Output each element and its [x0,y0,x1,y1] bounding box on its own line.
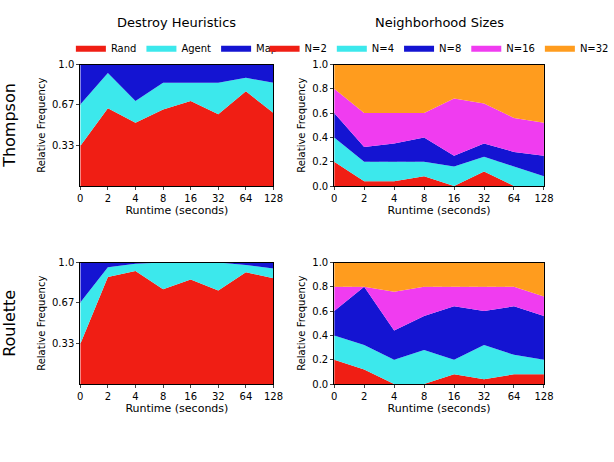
svg-text:Runtime (seconds): Runtime (seconds) [125,402,228,415]
svg-text:Destroy Heuristics: Destroy Heuristics [117,15,236,30]
svg-text:64: 64 [240,391,253,402]
svg-text:0: 0 [77,193,83,204]
svg-text:1.0: 1.0 [58,59,74,70]
svg-text:16: 16 [184,391,197,402]
svg-text:N=16: N=16 [506,43,535,54]
svg-text:4: 4 [391,391,397,402]
svg-text:4: 4 [132,193,138,204]
svg-text:N=4: N=4 [372,43,394,54]
svg-text:2: 2 [361,391,367,402]
svg-text:Thompson: Thompson [0,83,19,168]
svg-text:Rand: Rand [111,43,137,54]
svg-text:32: 32 [478,391,491,402]
svg-text:Map: Map [256,42,278,54]
svg-text:0.0: 0.0 [312,181,328,192]
svg-text:64: 64 [240,193,253,204]
svg-text:32: 32 [212,391,225,402]
svg-text:0.0: 0.0 [312,379,328,390]
svg-text:0: 0 [77,391,83,402]
svg-text:8: 8 [160,193,166,204]
svg-text:32: 32 [478,193,491,204]
svg-text:Neighborhood Sizes: Neighborhood Sizes [375,15,504,30]
svg-text:128: 128 [264,193,283,204]
svg-text:128: 128 [534,193,553,204]
svg-text:0.8: 0.8 [312,281,328,292]
svg-text:8: 8 [421,391,427,402]
svg-text:Roulette: Roulette [0,290,19,357]
svg-text:N=32: N=32 [580,43,609,54]
svg-text:64: 64 [508,391,521,402]
svg-text:N=8: N=8 [439,43,461,54]
svg-text:0.67: 0.67 [52,297,74,308]
svg-text:Relative Frequency: Relative Frequency [296,276,307,371]
svg-text:8: 8 [421,193,427,204]
svg-text:1.0: 1.0 [312,257,328,268]
svg-text:0.33: 0.33 [52,140,74,151]
svg-text:128: 128 [264,391,283,402]
svg-text:Runtime (seconds): Runtime (seconds) [388,204,491,217]
svg-text:0.2: 0.2 [312,354,328,365]
svg-text:0.4: 0.4 [312,132,328,143]
svg-text:Runtime (seconds): Runtime (seconds) [125,204,228,217]
svg-text:1.0: 1.0 [58,257,74,268]
svg-text:2: 2 [105,391,111,402]
svg-text:0.6: 0.6 [312,108,328,119]
svg-text:0: 0 [331,193,337,204]
svg-text:16: 16 [184,193,197,204]
svg-text:2: 2 [105,193,111,204]
svg-text:4: 4 [391,193,397,204]
svg-text:0.33: 0.33 [52,338,74,349]
svg-text:0: 0 [331,391,337,402]
svg-text:0.67: 0.67 [52,99,74,110]
svg-text:4: 4 [132,391,138,402]
svg-text:64: 64 [508,193,521,204]
svg-text:8: 8 [160,391,166,402]
svg-text:0.4: 0.4 [312,330,328,341]
svg-text:Relative Frequency: Relative Frequency [36,78,47,173]
svg-text:128: 128 [534,391,553,402]
svg-text:N=2: N=2 [305,43,327,54]
svg-text:32: 32 [212,193,225,204]
svg-text:0.6: 0.6 [312,306,328,317]
svg-text:Runtime (seconds): Runtime (seconds) [388,402,491,415]
svg-text:2: 2 [361,193,367,204]
svg-text:0.8: 0.8 [312,83,328,94]
svg-text:Relative Frequency: Relative Frequency [296,78,307,173]
svg-text:0.2: 0.2 [312,156,328,167]
svg-text:Agent: Agent [181,43,211,54]
svg-text:16: 16 [448,193,461,204]
svg-text:1.0: 1.0 [312,59,328,70]
svg-text:16: 16 [448,391,461,402]
svg-text:Relative Frequency: Relative Frequency [36,276,47,371]
